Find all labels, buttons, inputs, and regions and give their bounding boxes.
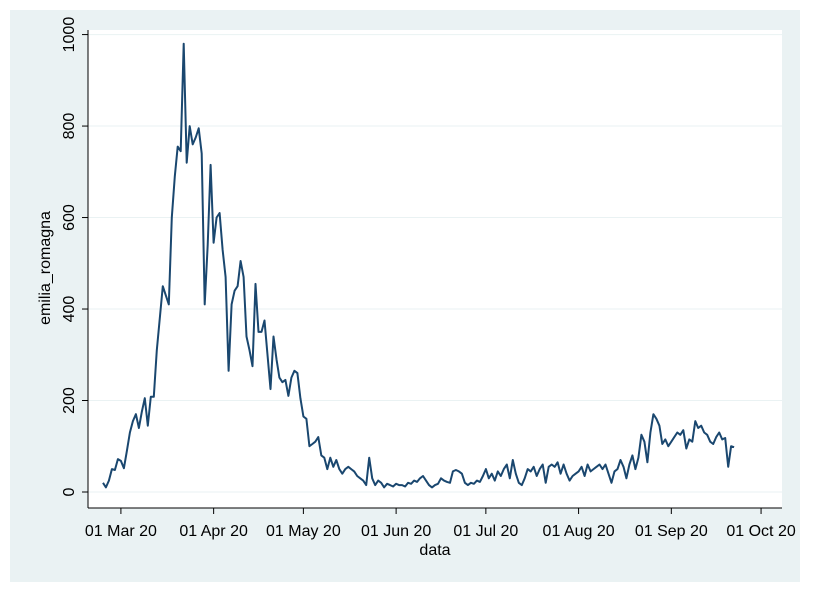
y-tick-label: 400 bbox=[61, 296, 78, 323]
line-series bbox=[102, 42, 735, 489]
x-tick-label: 01 Jul 20 bbox=[453, 523, 518, 540]
y-tick-label: 600 bbox=[61, 204, 78, 231]
x-tick-label: 01 Oct 20 bbox=[726, 523, 795, 540]
plot-background bbox=[88, 30, 782, 508]
x-tick-label: 01 Sep 20 bbox=[635, 523, 708, 540]
x-tick-label: 01 May 20 bbox=[266, 523, 341, 540]
y-axis-title: emilia_romagna bbox=[37, 211, 54, 325]
y-tick-label: 200 bbox=[61, 387, 78, 414]
y-tick-label: 0 bbox=[61, 487, 78, 496]
y-tick-label: 1000 bbox=[61, 17, 78, 53]
x-tick-label: 01 Apr 20 bbox=[179, 523, 248, 540]
x-tick-label: 01 Aug 20 bbox=[543, 523, 615, 540]
x-tick-label: 01 Jun 20 bbox=[361, 523, 431, 540]
y-tick-label: 800 bbox=[61, 113, 78, 140]
x-axis-title: data bbox=[419, 542, 450, 559]
x-tick-label: 01 Mar 20 bbox=[85, 523, 157, 540]
